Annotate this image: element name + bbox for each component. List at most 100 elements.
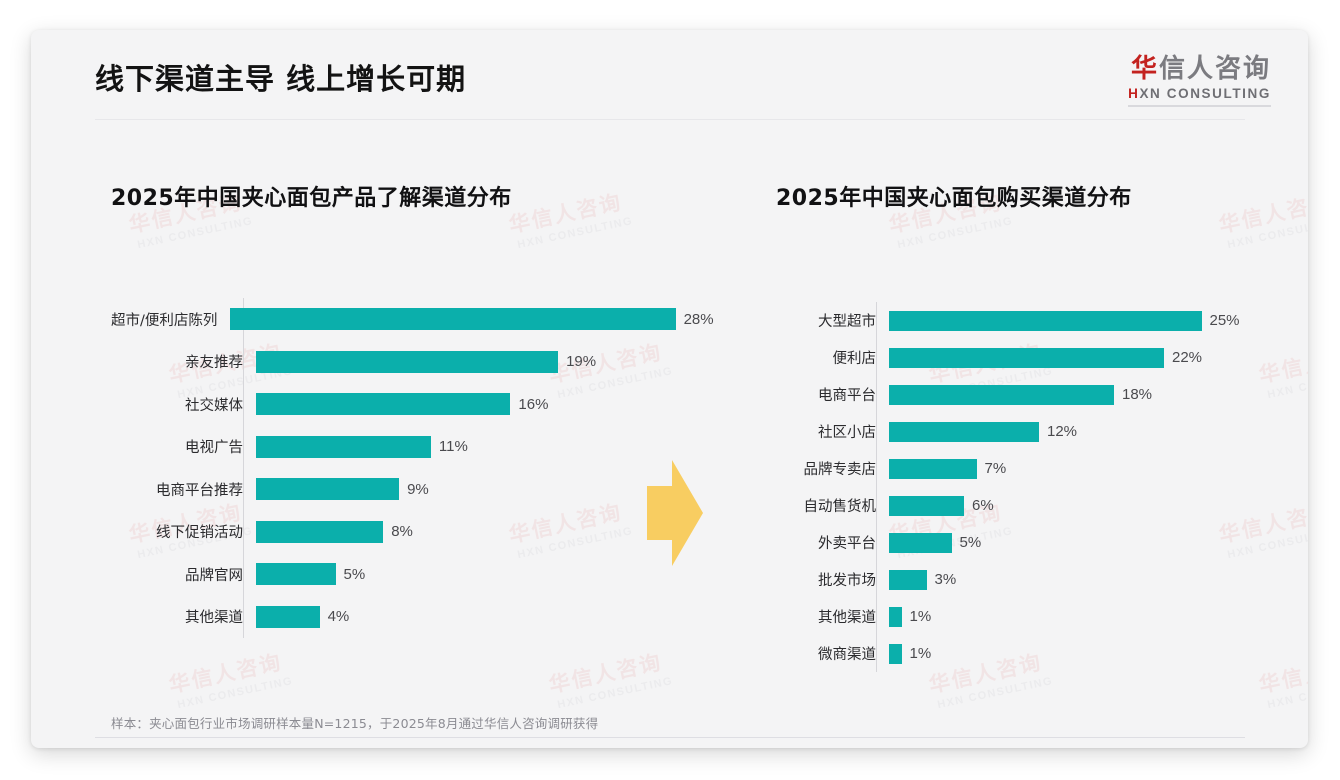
page-title: 线下渠道主导 线上增长可期 <box>95 62 467 96</box>
bar-track: 4% <box>256 605 711 628</box>
bar-value-label: 5% <box>343 565 366 583</box>
bar-row: 社交媒体 16% <box>111 383 711 426</box>
bar-fill <box>256 563 336 586</box>
chart-title-purchase: 2025年中国夹心面包购买渠道分布 <box>776 186 1132 211</box>
bar-row: 大型超市 25% <box>776 302 1286 339</box>
bar-value-label: 18% <box>1122 386 1153 403</box>
bar-category-label: 其他渠道 <box>185 610 243 627</box>
bar-fill <box>889 606 902 627</box>
brand-logo-en-accent: H <box>1128 86 1140 102</box>
bar-fill <box>889 421 1039 442</box>
brand-logo: 华信人咨询 HXN CONSULTING <box>1128 54 1271 108</box>
chart-footnote: 样本：夹心面包行业市场调研样本量N=1215，于2025年8月通过华信人咨询调研… <box>111 716 599 731</box>
bar-value-label: 1% <box>909 645 932 662</box>
bar-track: 28% <box>230 308 714 331</box>
bar-value-label: 9% <box>407 480 429 498</box>
slide-card: 华信人咨询 HXN CONSULTING 华信人咨询 HXN CONSULTING 华信… <box>31 30 1308 748</box>
bar-row: 电商平台 18% <box>776 376 1286 413</box>
bar-fill <box>889 347 1164 368</box>
bar-row: 其他渠道 4% <box>111 596 711 639</box>
bar-fill <box>256 605 320 628</box>
bar-track: 1% <box>889 606 1286 627</box>
bar-fill <box>256 478 400 501</box>
bar-track: 11% <box>256 435 711 458</box>
bar-fill <box>889 495 964 516</box>
chart-title-awareness: 2025年中国夹心面包产品了解渠道分布 <box>111 186 512 211</box>
bar-value-label: 22% <box>1172 349 1203 366</box>
bar-category-label: 电商平台推荐 <box>156 482 243 499</box>
bar-row: 电视广告 11% <box>111 426 711 469</box>
bar-row: 电商平台推荐 9% <box>111 468 711 511</box>
bar-row: 便利店 22% <box>776 339 1286 376</box>
brand-logo-cn-text: 华信人咨询 <box>1128 54 1271 84</box>
chart-axis-line <box>243 298 244 638</box>
bar-category-label: 自动售货机 <box>803 499 877 515</box>
bar-category-label: 社区小店 <box>818 425 876 441</box>
bar-value-label: 12% <box>1047 423 1078 440</box>
bar-track: 16% <box>256 393 711 416</box>
bar-row: 超市/便利店陈列 28% <box>111 298 714 341</box>
bar-value-label: 16% <box>518 395 549 413</box>
bar-category-label: 批发市场 <box>818 573 876 589</box>
bar-value-label: 28% <box>683 310 714 328</box>
slide-header: 线下渠道主导 线上增长可期 华信人咨询 HXN CONSULTING <box>31 30 1308 119</box>
bar-fill <box>230 308 676 331</box>
chart-plot-purchase: 大型超市 25% 便利店 22% 电商平台 18% 社区小店 12% 品牌专卖店 7% 自动售货机 6… <box>776 212 1286 672</box>
bar-track: 12% <box>889 421 1286 442</box>
bar-category-label: 电商平台 <box>818 388 876 404</box>
bar-track: 9% <box>256 478 711 501</box>
bar-track: 7% <box>889 458 1286 479</box>
bar-category-label: 品牌专卖店 <box>803 462 877 478</box>
bar-category-label: 社交媒体 <box>185 397 243 414</box>
bar-track: 1% <box>889 643 1286 664</box>
bar-category-label: 线下促销活动 <box>156 525 243 542</box>
bar-row: 品牌官网 5% <box>111 553 711 596</box>
bar-fill <box>889 310 1202 331</box>
bar-row: 批发市场 3% <box>776 561 1286 598</box>
bar-fill <box>889 569 927 590</box>
bar-track: 5% <box>889 532 1286 553</box>
bar-row: 微商渠道 1% <box>776 635 1286 672</box>
bar-value-label: 8% <box>391 523 413 541</box>
bar-value-label: 6% <box>972 497 994 514</box>
bar-track: 19% <box>256 350 711 373</box>
bar-value-label: 19% <box>566 353 597 371</box>
bar-value-label: 7% <box>984 460 1007 477</box>
bar-track: 8% <box>256 520 711 543</box>
bar-track: 6% <box>889 495 1286 516</box>
bar-category-label: 电视广告 <box>185 440 243 457</box>
bar-row: 社区小店 12% <box>776 413 1286 450</box>
watermark-en-text: HXN CONSULTING <box>936 674 1055 712</box>
bar-track: 22% <box>889 347 1286 368</box>
bar-value-label: 11% <box>438 438 468 456</box>
watermark-en-text: HXN CONSULTING <box>176 674 295 712</box>
brand-logo-en-rest: XN CONSULTING <box>1139 86 1271 102</box>
bar-row: 线下促销活动 8% <box>111 511 711 554</box>
bar-value-label: 5% <box>959 534 982 551</box>
footer-divider <box>95 737 1245 738</box>
right-arrow-icon <box>639 458 705 568</box>
bar-category-label: 亲友推荐 <box>185 355 243 372</box>
bar-track: 18% <box>889 384 1286 405</box>
bar-track: 5% <box>256 563 711 586</box>
bar-value-label: 25% <box>1209 312 1240 329</box>
bar-value-label: 4% <box>327 608 350 626</box>
bar-fill <box>256 435 431 458</box>
brand-logo-cn-rest: 信人咨询 <box>1158 54 1271 84</box>
chart-axis-line <box>876 302 877 672</box>
watermark-cn-text: 华信人咨询 <box>546 650 665 698</box>
bar-row: 品牌专卖店 7% <box>776 450 1286 487</box>
bar-category-label: 便利店 <box>832 351 877 367</box>
bar-category-label: 微商渠道 <box>818 647 876 663</box>
bar-category-label: 品牌官网 <box>185 567 243 584</box>
chart-panel-awareness: 2025年中国夹心面包产品了解渠道分布 超市/便利店陈列 28% 亲友推荐 19% 社交… <box>111 180 714 639</box>
bar-row: 亲友推荐 19% <box>111 341 711 384</box>
watermark-cn-text: 华信人咨询 <box>166 650 285 698</box>
bar-fill <box>256 520 384 543</box>
bar-value-label: 3% <box>934 571 957 588</box>
bar-fill <box>889 458 977 479</box>
bar-fill <box>889 384 1114 405</box>
bar-fill <box>889 643 902 664</box>
brand-logo-en-text: HXN CONSULTING <box>1128 86 1271 101</box>
